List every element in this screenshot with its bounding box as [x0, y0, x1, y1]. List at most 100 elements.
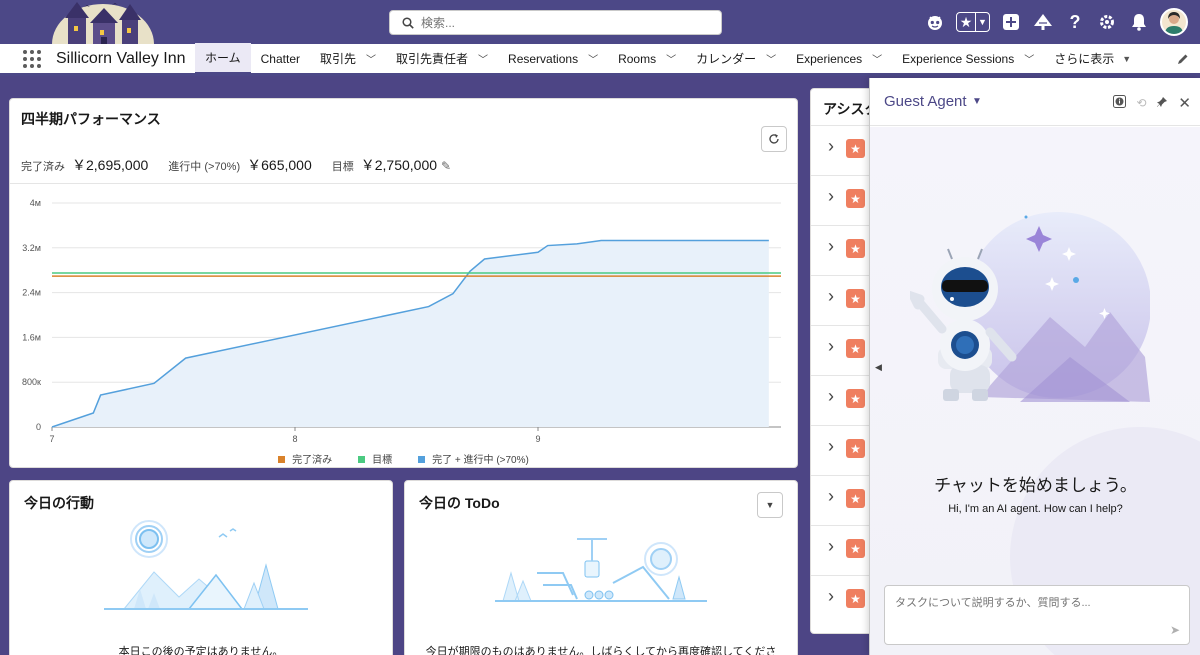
- tab-chatter[interactable]: Chatter: [251, 43, 310, 75]
- chevron-right-icon[interactable]: ›: [828, 336, 834, 356]
- chevron-right-icon[interactable]: ›: [828, 236, 834, 256]
- chevron-right-icon[interactable]: ›: [828, 436, 834, 456]
- einstein-icon[interactable]: [924, 11, 946, 33]
- picnic-illustration: [495, 538, 707, 602]
- pin-icon[interactable]: [1156, 96, 1168, 111]
- legend-item-closed[interactable]: 完了済み: [278, 451, 332, 466]
- edit-nav-pencil-icon[interactable]: [1177, 53, 1189, 65]
- info-icon[interactable]: [1113, 95, 1127, 111]
- assistant-row[interactable]: › ★: [811, 125, 891, 175]
- assistant-row[interactable]: › ★: [811, 475, 891, 525]
- todo-menu-dropdown[interactable]: ▼: [757, 492, 783, 518]
- opportunity-icon: ★: [846, 239, 865, 258]
- tab-label: Chatter: [260, 51, 300, 66]
- setup-gear-icon[interactable]: [1096, 11, 1118, 33]
- opportunity-icon: ★: [846, 589, 865, 608]
- haunted-house-logo[interactable]: [48, 0, 158, 44]
- tab-accounts[interactable]: 取引先 ﹀: [310, 43, 386, 75]
- assistant-row[interactable]: › ★: [811, 175, 891, 225]
- todays-todo-card: 今日の ToDo ▼ 今日が期限のものはありません。しばらくしてから再度確認して…: [404, 480, 798, 655]
- send-icon[interactable]: ➤: [1169, 623, 1180, 637]
- y-tick-label: 4м: [30, 198, 41, 208]
- opportunity-icon: ★: [846, 339, 865, 358]
- chevron-down-icon[interactable]: ﹀: [366, 55, 377, 66]
- x-tick-label: 7: [49, 434, 54, 444]
- tab-experiences[interactable]: Experiences ﹀: [786, 43, 892, 75]
- assistant-row[interactable]: › ★: [811, 425, 891, 475]
- favorites-group[interactable]: ★ ▼: [956, 12, 990, 32]
- notifications-bell-icon[interactable]: [1128, 11, 1150, 33]
- panel-collapse-arrow-icon[interactable]: ◀: [875, 362, 882, 372]
- agent-message-box[interactable]: ➤: [884, 585, 1190, 645]
- legend-label: 完了 + 進行中 (>70%): [432, 455, 529, 466]
- chevron-down-icon[interactable]: ﹀: [872, 55, 883, 66]
- chevron-right-icon[interactable]: ›: [828, 586, 834, 606]
- camping-illustration: [104, 520, 308, 610]
- chevron-down-icon[interactable]: ﹀: [478, 55, 489, 66]
- favorites-dropdown-icon[interactable]: ▼: [975, 13, 989, 31]
- tab-label: 取引先責任者: [396, 52, 469, 66]
- chevron-down-icon[interactable]: ﹀: [766, 55, 777, 66]
- search-icon: [402, 16, 414, 29]
- chevron-down-icon[interactable]: ﹀: [1024, 55, 1035, 66]
- assistant-row[interactable]: › ★: [811, 275, 891, 325]
- goal-value: ￥2,750,000: [360, 157, 438, 173]
- legend-label: 目標: [372, 455, 393, 466]
- agent-message-input[interactable]: [885, 586, 1189, 644]
- user-avatar[interactable]: [1160, 8, 1188, 36]
- global-header: 検索... ★ ▼ ?: [0, 0, 1200, 44]
- open-label: 進行中 (>70%): [168, 161, 241, 173]
- y-tick-label: 2.4м: [22, 288, 41, 298]
- performance-chart: 0 800к 1.6м 2.4м 3.2м 4м 7 8 9: [22, 198, 781, 444]
- tab-home[interactable]: ホーム: [195, 42, 251, 75]
- legend-item-closed-plus-open[interactable]: 完了 + 進行中 (>70%): [418, 451, 529, 466]
- agent-switch-caret-icon[interactable]: ▼: [972, 96, 982, 107]
- assistant-row[interactable]: › ★: [811, 375, 891, 425]
- assistant-row[interactable]: › ★: [811, 325, 891, 375]
- tab-contacts[interactable]: 取引先責任者 ﹀: [386, 43, 498, 75]
- legend-swatch: [278, 456, 286, 463]
- assistant-row[interactable]: › ★: [811, 225, 891, 275]
- star-icon[interactable]: ★: [959, 13, 973, 30]
- assistant-row[interactable]: › ★: [811, 525, 891, 575]
- line-closed-plus-open: [51, 239, 769, 428]
- close-icon[interactable]: ✕: [1178, 95, 1191, 112]
- chevron-right-icon[interactable]: ›: [828, 486, 834, 506]
- new-chat-icon[interactable]: ⟲: [1136, 96, 1147, 110]
- tab-label: さらに表示: [1054, 52, 1115, 66]
- legend-label: 完了済み: [292, 455, 333, 466]
- tab-experience-sessions[interactable]: Experience Sessions ﹀: [892, 43, 1044, 75]
- chevron-down-icon[interactable]: ﹀: [588, 55, 599, 66]
- chevron-right-icon[interactable]: ›: [828, 386, 834, 406]
- card-title: アシスタ: [823, 101, 879, 117]
- help-icon[interactable]: ?: [1069, 11, 1081, 32]
- legend-item-goal[interactable]: 目標: [358, 451, 392, 466]
- tab-more[interactable]: さらに表示 ▼: [1044, 43, 1141, 75]
- chevron-right-icon[interactable]: ›: [828, 136, 834, 156]
- agent-title[interactable]: Guest Agent: [884, 93, 967, 110]
- chevron-down-icon[interactable]: ﹀: [666, 55, 677, 66]
- closed-value: ￥2,695,000: [72, 157, 149, 173]
- edit-goal-pencil-icon[interactable]: ✎: [441, 159, 452, 173]
- chevron-right-icon[interactable]: ›: [828, 286, 834, 306]
- global-search[interactable]: 検索...: [389, 10, 722, 35]
- chevron-right-icon[interactable]: ›: [828, 186, 834, 206]
- todays-events-card: 今日の行動 本日この後の予定はありません。: [9, 480, 393, 655]
- opportunity-icon: ★: [846, 189, 865, 208]
- tab-calendar[interactable]: カレンダー ﹀: [686, 43, 786, 75]
- tab-reservations[interactable]: Reservations ﹀: [498, 43, 608, 75]
- performance-metrics: 完了済み ￥2,695,000 進行中 (>70%) ￥665,000 目標 ￥…: [21, 155, 451, 175]
- global-actions-icon[interactable]: [1000, 11, 1022, 33]
- assistant-row[interactable]: › ★: [811, 575, 891, 625]
- y-tick-label: 1.6м: [22, 332, 41, 342]
- x-tick-label: 8: [292, 434, 297, 444]
- chevron-right-icon[interactable]: ›: [828, 536, 834, 556]
- tab-rooms[interactable]: Rooms ﹀: [608, 43, 686, 75]
- tab-label: Experience Sessions: [902, 51, 1015, 66]
- app-launcher-icon[interactable]: [23, 49, 41, 68]
- trailhead-icon[interactable]: [1032, 11, 1054, 33]
- welcome-title: チャットを始めましょう。: [934, 476, 1137, 495]
- tab-label: 取引先: [320, 52, 357, 66]
- closed-label: 完了済み: [21, 161, 65, 173]
- refresh-button[interactable]: [761, 126, 787, 152]
